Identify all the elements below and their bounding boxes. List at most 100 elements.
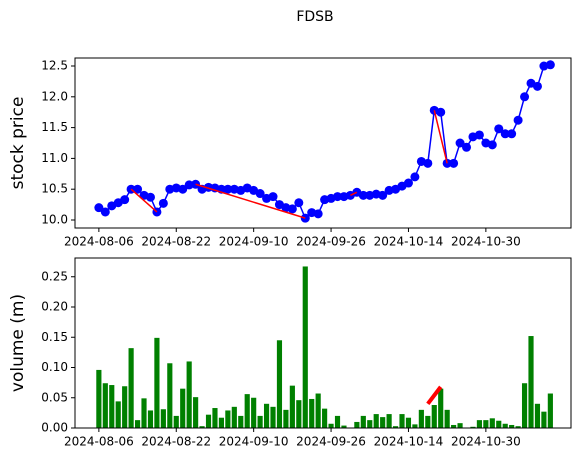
price-marker: [120, 195, 130, 205]
volume-bar: [438, 388, 444, 428]
x-tick-label: 2024-09-26: [296, 235, 366, 249]
volume-bar: [470, 426, 476, 428]
volume-bar: [534, 403, 541, 428]
volume-bar: [276, 340, 283, 428]
volume-bar: [218, 417, 224, 428]
volume-bar: [257, 415, 263, 428]
volume-bar: [309, 398, 315, 428]
volume-bar: [160, 409, 166, 428]
x-tick-label: 2024-10-30: [451, 235, 521, 249]
volume-bar: [167, 363, 173, 428]
price-marker: [513, 115, 523, 125]
overlay-line: [130, 188, 158, 213]
volume-bar: [476, 420, 482, 428]
y-tick-label: 0.15: [41, 330, 68, 344]
volume-bar: [238, 415, 244, 428]
plot-frame: [74, 257, 572, 429]
price-marker: [494, 124, 504, 134]
price-marker: [178, 184, 188, 194]
price-marker: [158, 198, 168, 208]
volume-bar: [147, 410, 154, 428]
volume-bar: [315, 393, 321, 428]
volume-bar: [141, 398, 147, 428]
x-tick-label: 2024-09-10: [219, 435, 289, 449]
volume-bar: [199, 426, 205, 428]
volume-bar: [341, 425, 347, 428]
overlay-line: [426, 385, 443, 406]
volume-bar: [360, 415, 366, 428]
volume-bar: [509, 424, 515, 428]
price-marker: [474, 130, 484, 140]
volume-bar: [102, 383, 108, 428]
volume-bar: [483, 420, 489, 428]
volume-bar: [405, 417, 412, 428]
volume-bar: [270, 406, 276, 428]
y-axis-label: volume (m): [8, 294, 28, 392]
volume-bar: [431, 405, 437, 428]
price-marker: [313, 209, 323, 219]
volume-bar: [444, 409, 450, 428]
volume-bar: [418, 409, 424, 428]
volume-bar: [283, 409, 289, 428]
y-axis-label: stock price: [8, 97, 28, 190]
volume-bar: [547, 393, 553, 428]
volume-bar: [193, 397, 199, 428]
price-marker: [545, 60, 555, 70]
x-tick-label: 2024-08-22: [141, 235, 211, 249]
price-marker: [378, 190, 388, 200]
price-marker: [94, 203, 104, 213]
price-marker: [255, 189, 265, 199]
price-marker: [184, 180, 194, 190]
y-tick-label: 0.20: [41, 300, 68, 314]
volume-bar: [457, 423, 463, 428]
volume-bar: [380, 417, 386, 428]
y-tick-label: 12.0: [41, 89, 68, 103]
price-marker: [410, 172, 420, 182]
price-marker: [133, 184, 143, 194]
volume-bar: [180, 388, 186, 428]
volume-bar: [205, 414, 212, 428]
volume-bar: [373, 414, 379, 428]
y-tick-label: 10.5: [41, 182, 68, 196]
y-tick-label: 0.05: [41, 390, 68, 404]
volume-bar: [412, 424, 418, 428]
plot-frame: [74, 57, 572, 229]
price-marker: [423, 158, 433, 168]
volume-bar: [334, 415, 341, 428]
price-marker: [462, 142, 472, 152]
volume-bar: [328, 423, 334, 428]
volume-bar: [115, 401, 121, 428]
x-tick-label: 2024-09-26: [296, 435, 366, 449]
price-marker: [268, 192, 278, 202]
volume-bar: [541, 411, 547, 428]
volume-bar: [496, 420, 502, 428]
volume-bar: [134, 420, 141, 428]
y-tick-label: 0.25: [41, 269, 68, 283]
chart-title: FDSB: [296, 9, 333, 25]
y-tick-label: 11.0: [41, 151, 68, 165]
y-tick-label: 11.5: [41, 120, 68, 134]
overlay-line: [433, 110, 448, 164]
x-tick-label: 2024-08-06: [64, 435, 134, 449]
price-marker: [100, 207, 110, 217]
price-marker: [145, 192, 155, 202]
volume-bar: [251, 397, 257, 428]
volume-bar: [122, 386, 128, 428]
volume-bar: [154, 337, 160, 428]
y-tick-label: 0.00: [41, 421, 68, 435]
x-tick-label: 2024-09-10: [219, 235, 289, 249]
x-tick-label: 2024-10-14: [374, 235, 444, 249]
volume-bar: [296, 400, 302, 428]
volume-bar: [289, 385, 295, 428]
volume-bar: [367, 420, 373, 428]
price-marker: [436, 107, 446, 117]
x-tick-label: 2024-08-06: [64, 235, 134, 249]
volume-bar: [392, 426, 399, 428]
x-tick-label: 2024-10-30: [451, 435, 521, 449]
y-tick-label: 12.5: [41, 59, 68, 73]
y-tick-label: 10.0: [41, 212, 68, 226]
volume-bar: [109, 385, 115, 428]
overlay-line: [195, 183, 306, 219]
volume-bar: [96, 369, 102, 428]
